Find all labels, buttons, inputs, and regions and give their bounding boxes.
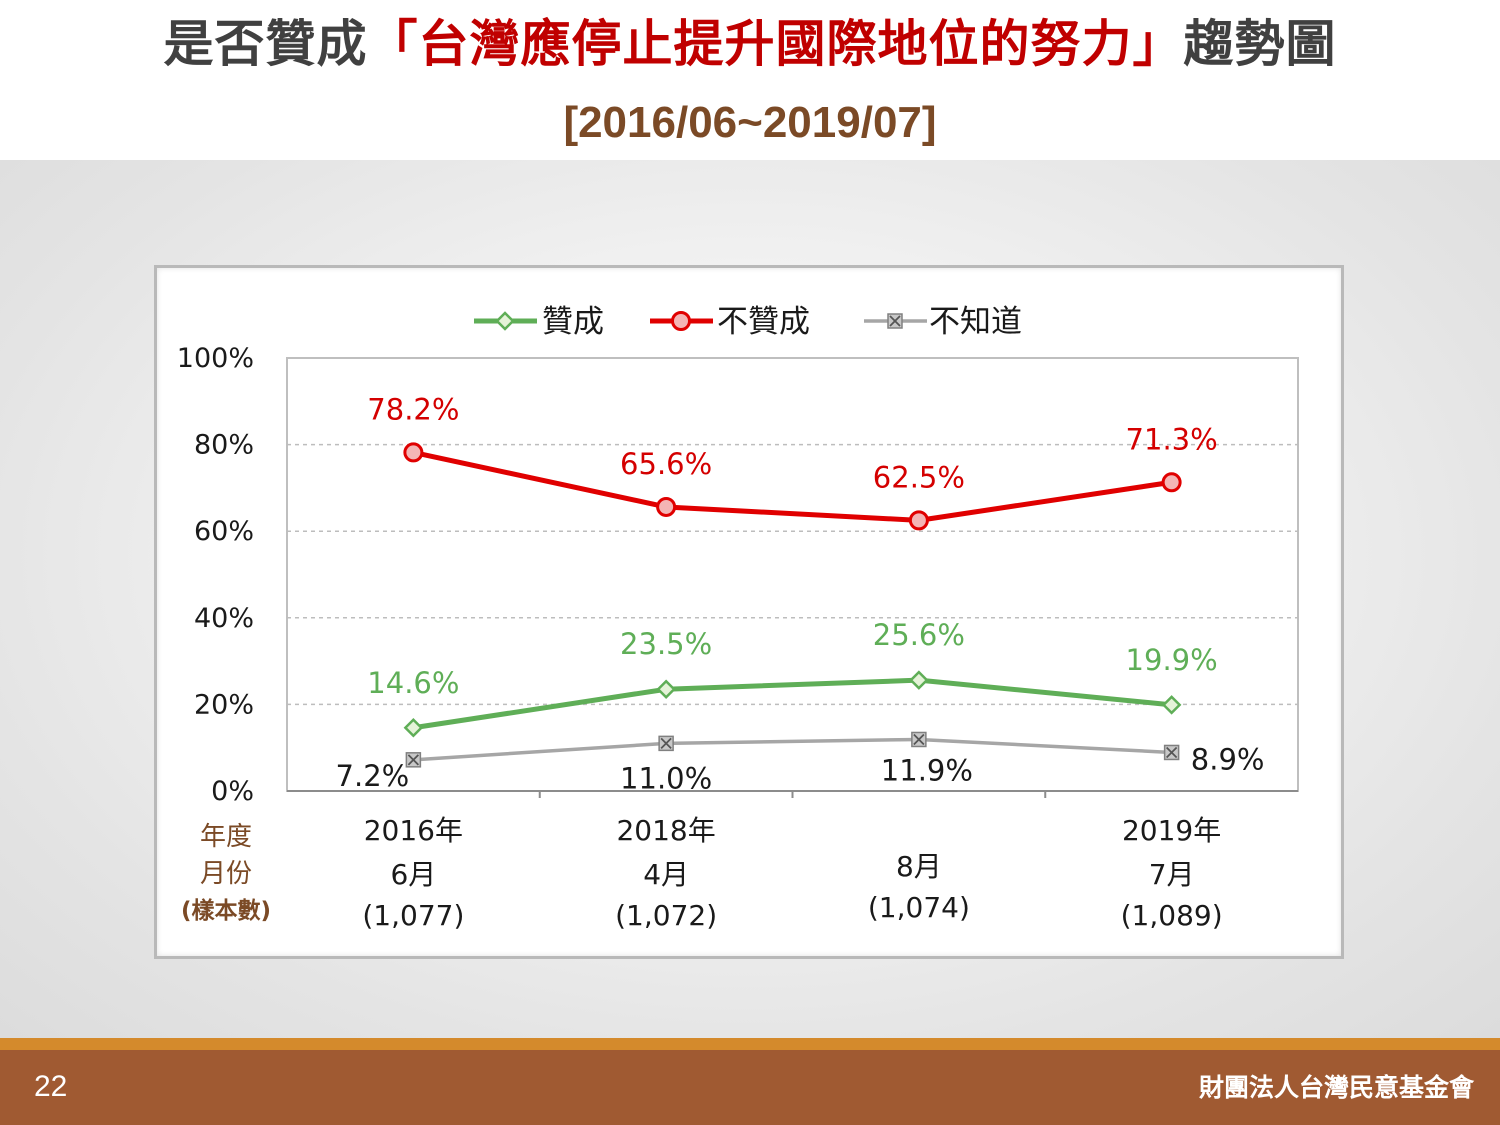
organization-name: 財團法人台灣民意基金會 bbox=[1198, 1073, 1474, 1102]
legend-label: 不贊成 bbox=[717, 304, 810, 340]
y-tick-label: 100% bbox=[177, 343, 254, 374]
x-tick-label-sample: (1,074) bbox=[868, 891, 970, 924]
x-tick-label-month: 4月 bbox=[643, 858, 689, 891]
chart-frame bbox=[154, 265, 1344, 959]
x-axis-row-label: 年度 bbox=[200, 822, 252, 852]
x-tick-label-sample: (1,072) bbox=[615, 899, 717, 932]
series-line-x-square bbox=[413, 737, 1172, 762]
legend-marker bbox=[495, 311, 515, 331]
x-tick-label-month: 8月 bbox=[896, 850, 942, 883]
data-point-circle bbox=[403, 442, 424, 463]
legend-marker-cross bbox=[889, 315, 901, 327]
y-tick-label: 60% bbox=[194, 516, 254, 547]
title-suffix: 趨勢圖 bbox=[1183, 15, 1337, 73]
data-point-diamond bbox=[1161, 695, 1182, 715]
data-label: 19.9% bbox=[1126, 643, 1218, 677]
data-label: 11.9% bbox=[881, 753, 973, 787]
data-point-x-square-cross bbox=[1165, 746, 1178, 759]
x-tick-label-year: 2019年 bbox=[1122, 814, 1221, 847]
x-tick-label-year: 2016年 bbox=[364, 814, 463, 847]
y-tick-label: 80% bbox=[194, 430, 254, 461]
x-tick-label-month: 6月 bbox=[390, 858, 436, 891]
x-tick-label-month: 7月 bbox=[1149, 858, 1195, 891]
data-point-circle bbox=[656, 496, 677, 517]
y-tick-label: 40% bbox=[194, 603, 254, 634]
data-label: 11.0% bbox=[620, 761, 712, 795]
y-tick-label: 0% bbox=[211, 776, 254, 807]
x-axis-row-label: (樣本數) bbox=[181, 897, 271, 924]
data-point-x-square-cross bbox=[913, 733, 925, 746]
data-label: 7.2% bbox=[336, 759, 410, 793]
data-label: 25.6% bbox=[873, 618, 965, 652]
data-label: 62.5% bbox=[873, 460, 965, 494]
footer-accent-line bbox=[0, 1038, 1500, 1050]
data-label: 65.6% bbox=[620, 447, 712, 481]
data-point-diamond bbox=[909, 670, 929, 690]
data-label: 8.9% bbox=[1191, 742, 1265, 776]
x-axis-row-label: 月份 bbox=[200, 859, 252, 889]
data-point-diamond bbox=[403, 718, 424, 738]
data-point-x-square-cross bbox=[407, 754, 420, 766]
data-label: 71.3% bbox=[1126, 422, 1218, 456]
x-tick-label-sample: (1,089) bbox=[1121, 899, 1223, 932]
data-point-circle bbox=[908, 510, 929, 531]
page-title: 是否贊成「台灣應停止提升國際地位的努力」趨勢圖 bbox=[0, 4, 1500, 76]
page-number: 22 bbox=[34, 1070, 68, 1103]
data-label: 23.5% bbox=[620, 627, 712, 661]
title-highlight: 「台灣應停止提升國際地位的努力」 bbox=[367, 15, 1184, 73]
title-prefix: 是否贊成 bbox=[163, 15, 368, 73]
title-area: 是否贊成「台灣應停止提升國際地位的努力」趨勢圖 [2016/06~2019/07… bbox=[0, 0, 1500, 160]
data-label: 78.2% bbox=[367, 392, 459, 426]
legend-marker bbox=[671, 311, 691, 331]
footer-bar bbox=[0, 1050, 1500, 1125]
x-tick-label-year: 2018年 bbox=[616, 814, 715, 847]
data-label: 14.6% bbox=[367, 666, 459, 700]
data-point-circle bbox=[1161, 472, 1182, 493]
series-line-circle bbox=[412, 449, 1172, 523]
data-point-x-square-cross bbox=[660, 737, 672, 750]
legend-label: 贊成 bbox=[542, 304, 604, 340]
x-tick-label-sample: (1,077) bbox=[362, 899, 464, 932]
y-tick-label: 20% bbox=[194, 689, 254, 720]
legend-label: 不知道 bbox=[929, 304, 1022, 340]
date-range-subtitle: [2016/06~2019/07] bbox=[563, 98, 937, 147]
series-line-diamond bbox=[412, 677, 1172, 731]
data-point-diamond bbox=[656, 679, 676, 700]
